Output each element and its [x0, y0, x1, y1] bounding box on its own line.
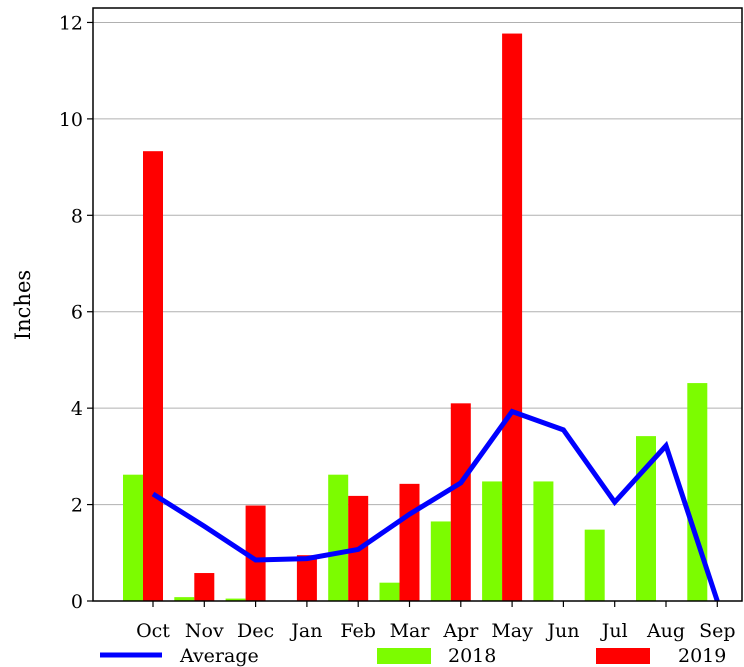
average-line [151, 408, 720, 602]
legend-swatch-2018 [377, 648, 431, 664]
bar-2018-nov [174, 597, 195, 601]
bars [123, 33, 708, 602]
y-tick-label: 2 [71, 495, 83, 517]
average-line-layer [151, 408, 720, 602]
x-tick-label-oct: Oct [136, 620, 170, 642]
y-tick-label: 12 [59, 12, 83, 34]
bar-2018-oct [123, 474, 143, 601]
bar-2018-feb [328, 474, 349, 601]
x-tick-label-feb: Feb [340, 620, 376, 642]
bar-2019-may [502, 33, 523, 602]
x-tick-label-apr: Apr [442, 620, 479, 642]
x-axis-ticks: Oct Nov Dec Jan Feb Mar Apr May Jun Jul Aug Sep [136, 601, 736, 642]
y-tick-label: 10 [59, 109, 83, 131]
y-axis-label: Inches [11, 270, 35, 340]
x-tick-label-jul: Jul [600, 620, 628, 642]
y-tick-label: 8 [71, 205, 83, 227]
bar-2019-jan [296, 555, 317, 601]
legend-label-2018: 2018 [448, 645, 496, 667]
bar-2018-may [482, 481, 503, 601]
legend: Average 2018 2019 [100, 645, 726, 667]
plot-frame [92, 7, 743, 602]
bar-2019-dec [245, 505, 266, 601]
bar-2019-nov [194, 573, 215, 601]
bar-2018-apr [430, 521, 451, 601]
x-tick-label-aug: Aug [646, 620, 685, 642]
bar-2018-aug [636, 436, 656, 601]
x-tick-label-may: May [491, 620, 533, 642]
y-axis-ticks: 0 2 4 6 8 10 12 [59, 12, 93, 613]
x-tick-label-nov: Nov [185, 620, 224, 642]
x-tick-label-jun: Jun [545, 620, 579, 642]
bar-2019-oct [143, 151, 163, 601]
legend-label-average: Average [179, 645, 259, 667]
x-tick-label-mar: Mar [390, 620, 431, 642]
bar-2018-jun [533, 481, 554, 601]
bar-2019-apr [450, 403, 471, 601]
bar-2018-dec [225, 598, 246, 601]
legend-swatch-2019 [596, 648, 650, 664]
bar-2018-jul [584, 529, 605, 601]
y-tick-label: 6 [71, 302, 83, 324]
x-tick-label-dec: Dec [237, 620, 274, 642]
bar-2018-sep [687, 383, 708, 601]
x-tick-label-jan: Jan [289, 620, 322, 642]
grid-lines [93, 21, 742, 506]
y-tick-label: 0 [71, 591, 83, 613]
bar-2019-mar [399, 483, 420, 601]
legend-label-2019: 2019 [678, 645, 726, 667]
x-tick-label-sep: Sep [699, 620, 735, 642]
y-tick-label: 4 [71, 398, 83, 420]
bar-2018-mar [379, 582, 400, 601]
